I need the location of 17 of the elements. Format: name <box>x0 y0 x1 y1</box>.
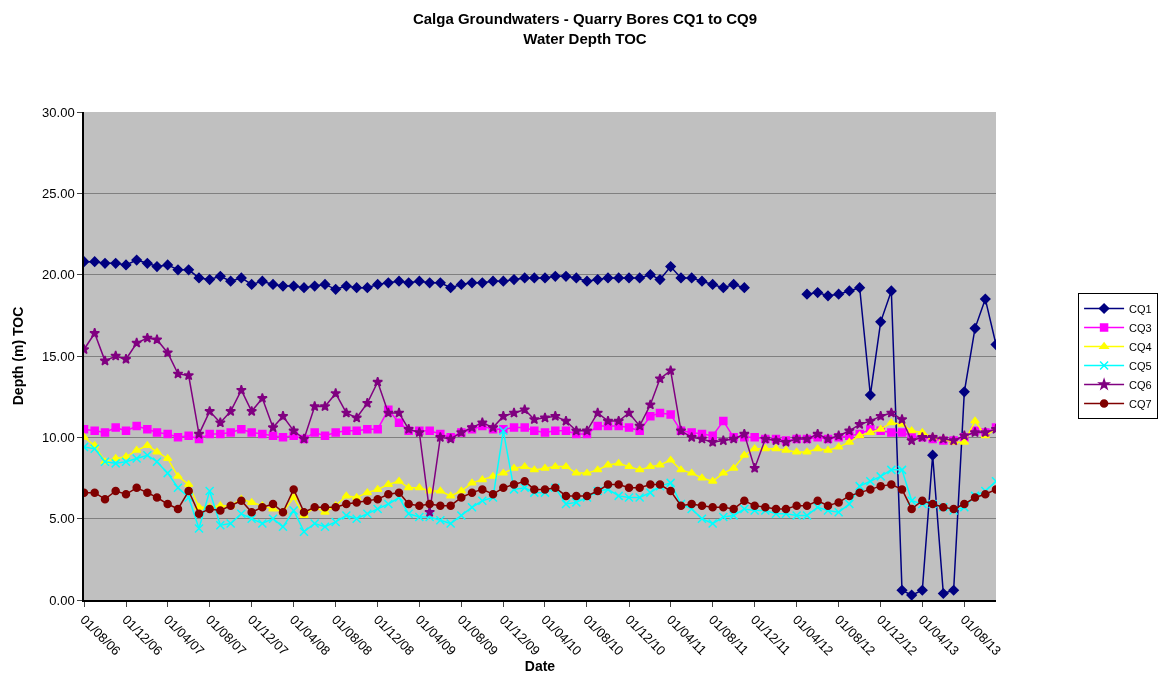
legend-label: CQ6 <box>1129 378 1152 391</box>
y-tick-label: 20.00 <box>42 267 75 283</box>
x-axis-title: Date <box>524 658 556 675</box>
y-tick-label: 10.00 <box>42 429 75 445</box>
legend-label: CQ5 <box>1129 359 1152 372</box>
y-tick-label: 30.00 <box>42 104 75 120</box>
legend-label: CQ4 <box>1129 340 1152 353</box>
chart-subtitle: Water Depth TOC <box>523 29 647 47</box>
legend-label: CQ7 <box>1129 397 1152 410</box>
chart-title: Calga Groundwaters - Quarry Bores CQ1 to CQ9 <box>412 10 758 28</box>
y-tick-label: 15.00 <box>42 348 75 364</box>
legend-label: CQ1 <box>1129 302 1152 315</box>
legend-label: CQ3 <box>1129 321 1152 334</box>
y-axis-title: Depth (m) TOC <box>10 306 27 406</box>
y-tick-label: 5.00 <box>49 511 75 527</box>
y-tick-label: 25.00 <box>42 185 75 201</box>
y-tick-label: 0.00 <box>49 592 75 608</box>
